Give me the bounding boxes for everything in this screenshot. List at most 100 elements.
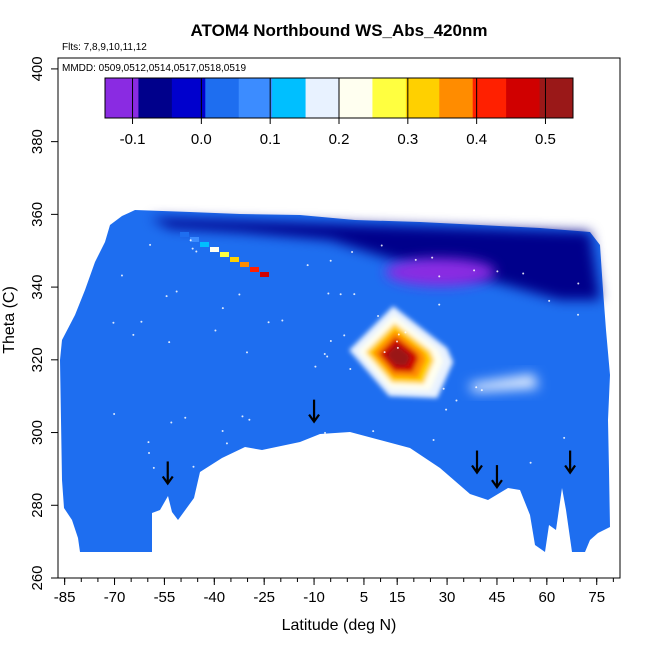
down-arrow (308, 399, 320, 424)
data-point (140, 320, 143, 323)
data-point (326, 355, 329, 358)
y-tick-label: 260 (29, 565, 46, 590)
tongue-cell (230, 257, 239, 262)
colorbar-segment (472, 78, 507, 118)
tongue-cell (220, 252, 229, 257)
data-point (189, 239, 192, 242)
arrow-head (471, 464, 483, 475)
x-tick-label: 45 (489, 589, 506, 606)
colorbar-segment (171, 78, 206, 118)
data-point (147, 441, 150, 444)
arrow-head (161, 475, 174, 486)
data-point (191, 247, 194, 250)
data-point (221, 430, 224, 433)
data-point (397, 333, 400, 336)
data-point (380, 244, 383, 247)
colorbar-segment (205, 78, 240, 118)
data-point (148, 452, 151, 455)
x-tick-label: -10 (303, 589, 325, 606)
plot-frame (57, 57, 621, 579)
data-point (184, 416, 187, 419)
data-point (339, 293, 342, 296)
data-point (214, 329, 217, 332)
field-band-right (468, 374, 539, 392)
field-tongue-left (180, 232, 269, 277)
colorbar-tick-label: 0.3 (397, 131, 418, 148)
data-point (522, 272, 525, 275)
data-points (112, 239, 580, 469)
y-axis-label: Theta (C) (1, 286, 18, 354)
y-tick-label: 380 (29, 129, 46, 154)
tongue-cell (250, 267, 259, 272)
y-axis: 260 280 300 320 340 360 380 400 (29, 56, 58, 591)
data-point (438, 275, 441, 278)
x-tick-label: 60 (538, 589, 555, 606)
colorbar-segment (372, 78, 407, 118)
down-arrow (161, 461, 174, 486)
data-point (414, 258, 417, 261)
arrow-markers (161, 399, 577, 489)
data-point (324, 431, 327, 434)
data-point (353, 293, 356, 296)
tongue-cell (180, 232, 189, 237)
max-ring (385, 344, 411, 367)
tongue-cell (240, 262, 249, 267)
data-point (306, 264, 309, 267)
data-point (329, 259, 332, 262)
field-max (349, 306, 454, 399)
data-point (332, 439, 335, 442)
arrow-head (564, 464, 577, 475)
data-point (343, 334, 346, 337)
upper-band-shape (150, 218, 600, 300)
y-tick-label: 360 (29, 202, 46, 227)
data-point (329, 340, 332, 343)
data-point (445, 408, 448, 411)
field-upper-band (150, 218, 600, 300)
data-point (577, 313, 580, 316)
x-tick-label: -40 (203, 589, 225, 606)
data-point (241, 415, 244, 418)
data-point (473, 269, 476, 272)
x-tick-label: -70 (104, 589, 126, 606)
colorbar: -0.1 0.0 0.1 0.2 0.3 0.4 0.5 (104, 77, 574, 148)
band-right-shape (468, 374, 539, 392)
data-point (239, 458, 242, 461)
data-point (327, 292, 330, 295)
colorbar-segment (339, 78, 373, 118)
data-point (475, 386, 478, 389)
data-point (170, 421, 173, 424)
data-point (175, 290, 178, 293)
upper-min-shape (385, 258, 496, 287)
down-arrow (471, 450, 483, 475)
tongue-cell (260, 272, 269, 277)
x-tick-label: -25 (253, 589, 275, 606)
colorbar-segment (405, 78, 440, 118)
data-point (120, 274, 123, 277)
x-tick-label: -85 (54, 589, 76, 606)
data-point (195, 250, 198, 253)
y-tick-label: 320 (29, 347, 46, 372)
data-point (165, 295, 168, 298)
x-tick-label: -55 (154, 589, 176, 606)
colorbar-segment (439, 78, 474, 118)
data-point (577, 282, 580, 285)
data-point (396, 346, 399, 349)
data-point (113, 412, 116, 415)
data-point (404, 331, 407, 334)
y-tick-label: 340 (29, 275, 46, 300)
tongue-cell (200, 242, 209, 247)
arrow-head (491, 479, 503, 489)
x-tick-label: 75 (588, 589, 605, 606)
colorbar-tick-label: 0.1 (260, 131, 281, 148)
colorbar-segment (506, 78, 541, 118)
data-point (192, 465, 195, 468)
chart-title: ATOM4 Northbound WS_Abs_420nm (191, 21, 488, 40)
x-axis-label: Latitude (deg N) (282, 617, 397, 634)
data-point (112, 321, 115, 324)
tongue-cell (210, 247, 219, 252)
x-tick-label: 30 (439, 589, 456, 606)
colorbar-tick-label: 0.4 (466, 131, 487, 148)
colorbar-segment (238, 78, 273, 118)
data-point (281, 319, 284, 322)
